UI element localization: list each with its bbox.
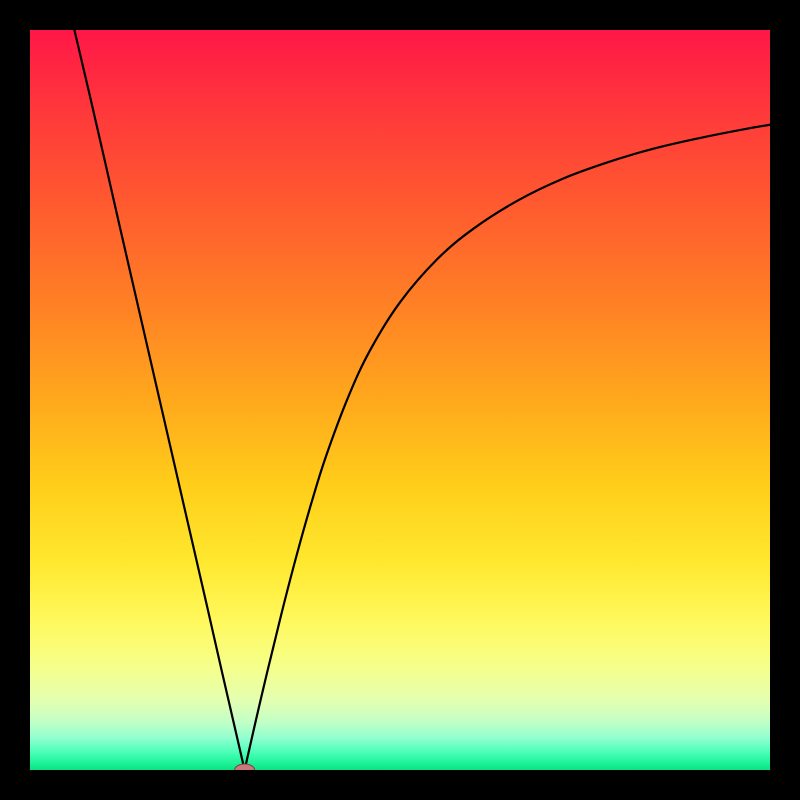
plot-background [30, 30, 770, 770]
chart-svg [0, 0, 800, 800]
chart-root: TheBottleneck.com [0, 0, 800, 800]
